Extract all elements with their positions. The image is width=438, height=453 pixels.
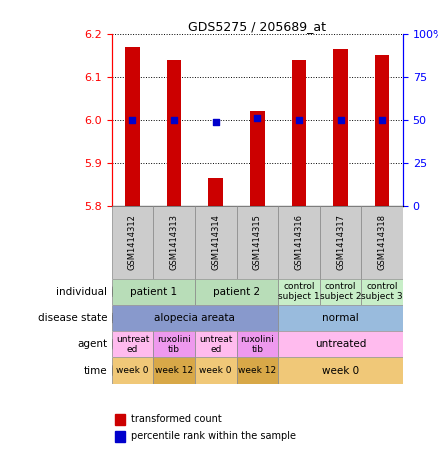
Text: GSM1414312: GSM1414312 — [128, 214, 137, 270]
Bar — [333, 49, 348, 206]
Point — [378, 116, 386, 124]
Bar — [153, 357, 195, 384]
Text: GSM1414316: GSM1414316 — [294, 214, 304, 270]
Text: disease state: disease state — [38, 313, 107, 323]
Point — [171, 116, 178, 124]
Bar — [112, 305, 278, 331]
Bar — [153, 331, 195, 357]
Text: patient 1: patient 1 — [130, 287, 177, 297]
FancyArrow shape — [112, 339, 118, 349]
Text: individual: individual — [57, 287, 107, 297]
Bar — [195, 357, 237, 384]
Bar — [195, 331, 237, 357]
Text: GSM1414317: GSM1414317 — [336, 214, 345, 270]
Text: normal: normal — [322, 313, 359, 323]
Bar — [153, 206, 195, 279]
Bar — [237, 331, 278, 357]
Text: untreat
ed: untreat ed — [199, 335, 233, 354]
Text: GSM1414314: GSM1414314 — [211, 214, 220, 270]
Bar — [195, 279, 278, 305]
Text: week 0: week 0 — [116, 366, 149, 375]
Bar — [361, 279, 403, 305]
Bar — [115, 430, 125, 443]
Text: untreated: untreated — [315, 339, 366, 349]
Text: week 12: week 12 — [155, 366, 193, 375]
Bar — [112, 206, 153, 279]
Text: ruxolini
tib: ruxolini tib — [240, 335, 274, 354]
Bar — [250, 111, 265, 206]
Text: ruxolini
tib: ruxolini tib — [157, 335, 191, 354]
Bar — [195, 206, 237, 279]
Bar — [320, 279, 361, 305]
Point — [296, 116, 303, 124]
Text: alopecia areata: alopecia areata — [155, 313, 235, 323]
Bar — [115, 414, 125, 425]
Bar — [167, 60, 181, 206]
Bar — [237, 206, 278, 279]
FancyArrow shape — [112, 366, 118, 376]
Bar — [278, 279, 320, 305]
Bar — [278, 305, 403, 331]
Text: week 0: week 0 — [199, 366, 232, 375]
Text: GSM1414315: GSM1414315 — [253, 214, 262, 270]
Text: patient 2: patient 2 — [213, 287, 260, 297]
Bar — [320, 206, 361, 279]
Text: untreat
ed: untreat ed — [116, 335, 149, 354]
Text: agent: agent — [77, 339, 107, 349]
Point — [129, 116, 136, 124]
Text: week 12: week 12 — [238, 366, 276, 375]
Text: transformed count: transformed count — [131, 414, 221, 424]
Point — [254, 115, 261, 122]
Bar — [237, 357, 278, 384]
FancyArrow shape — [112, 313, 118, 323]
Bar — [361, 206, 403, 279]
Bar — [292, 60, 306, 206]
Bar — [112, 331, 153, 357]
Text: GSM1414318: GSM1414318 — [378, 214, 387, 270]
Text: week 0: week 0 — [322, 366, 359, 376]
Bar — [125, 47, 140, 206]
Text: control
subject 1: control subject 1 — [278, 282, 320, 301]
Text: GSM1414313: GSM1414313 — [170, 214, 179, 270]
FancyArrow shape — [112, 287, 118, 297]
Point — [212, 118, 219, 125]
Text: control
subject 2: control subject 2 — [320, 282, 361, 301]
Bar — [278, 357, 403, 384]
Text: time: time — [84, 366, 107, 376]
Text: percentile rank within the sample: percentile rank within the sample — [131, 431, 296, 442]
Title: GDS5275 / 205689_at: GDS5275 / 205689_at — [188, 20, 326, 33]
Bar — [278, 331, 403, 357]
Bar — [112, 279, 195, 305]
Bar — [208, 178, 223, 206]
Bar — [278, 206, 320, 279]
Bar — [112, 357, 153, 384]
Point — [337, 116, 344, 124]
Bar — [375, 55, 389, 206]
Text: control
subject 3: control subject 3 — [361, 282, 403, 301]
